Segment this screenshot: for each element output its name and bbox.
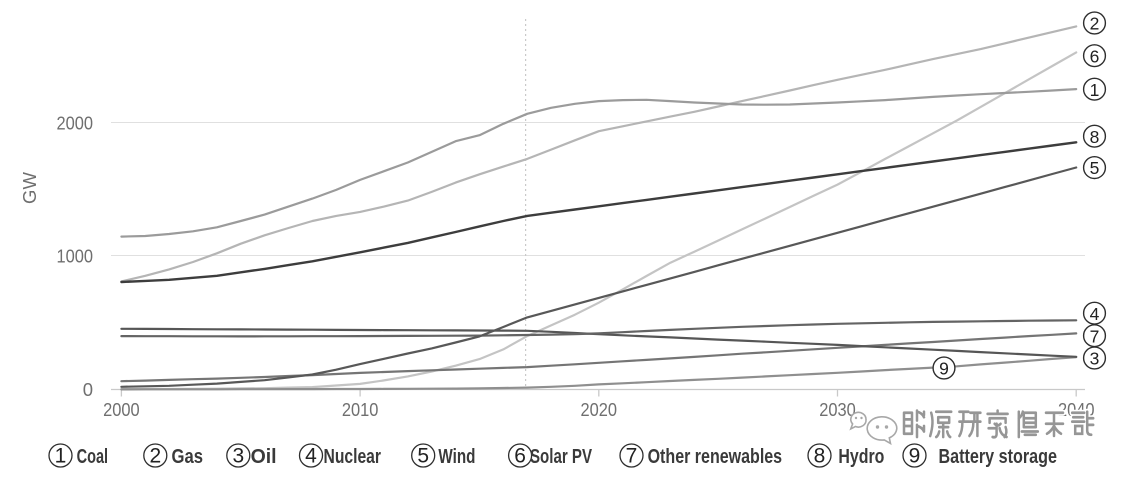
- svg-text:5: 5: [1090, 158, 1100, 178]
- svg-text:7: 7: [1090, 326, 1100, 346]
- svg-text:Coal: Coal: [77, 446, 109, 468]
- svg-text:1: 1: [55, 445, 67, 468]
- svg-text:5: 5: [417, 445, 429, 468]
- svg-text:2000: 2000: [57, 113, 94, 134]
- svg-text:8: 8: [1090, 127, 1100, 147]
- svg-text:Other renewables: Other renewables: [648, 446, 783, 468]
- svg-text:8: 8: [814, 445, 826, 468]
- svg-text:3: 3: [1090, 349, 1100, 369]
- svg-text:2000: 2000: [103, 399, 140, 420]
- svg-text:Nuclear: Nuclear: [324, 446, 382, 468]
- svg-text:3: 3: [232, 445, 244, 468]
- svg-text:4: 4: [305, 445, 317, 468]
- svg-text:2010: 2010: [342, 399, 379, 420]
- svg-text:2: 2: [149, 445, 161, 468]
- svg-text:4: 4: [1090, 304, 1100, 324]
- svg-text:Solar PV: Solar PV: [530, 446, 592, 468]
- svg-text:Oil: Oil: [251, 446, 277, 468]
- svg-text:Gas: Gas: [172, 446, 204, 468]
- svg-text:2020: 2020: [581, 399, 618, 420]
- svg-text:7: 7: [626, 445, 638, 468]
- svg-text:Wind: Wind: [438, 446, 475, 468]
- svg-text:0: 0: [83, 379, 93, 400]
- svg-text:9: 9: [909, 445, 921, 468]
- svg-text:6: 6: [514, 445, 526, 468]
- svg-text:Hydro: Hydro: [838, 446, 884, 468]
- svg-text:6: 6: [1090, 46, 1100, 66]
- svg-text:9: 9: [939, 359, 949, 379]
- svg-text:Battery storage: Battery storage: [939, 446, 1058, 468]
- svg-text:1000: 1000: [57, 246, 94, 267]
- svg-text:2030: 2030: [819, 399, 856, 420]
- svg-text:GW: GW: [19, 172, 40, 204]
- svg-text:2: 2: [1090, 14, 1100, 34]
- svg-text:1: 1: [1090, 80, 1100, 100]
